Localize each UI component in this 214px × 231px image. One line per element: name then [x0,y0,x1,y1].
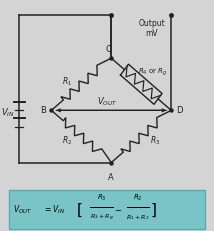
Text: $-$: $-$ [114,203,122,212]
Bar [9,191,205,229]
Text: C: C [105,45,111,54]
Text: A: A [108,172,114,181]
Text: $R_3+R_g$: $R_3+R_g$ [90,212,114,222]
Text: $V_{OUT}$: $V_{OUT}$ [97,95,117,108]
Text: B: B [40,106,46,115]
Text: D: D [177,106,183,115]
Text: Output
mV: Output mV [139,18,165,38]
Text: $V_{OUT}$: $V_{OUT}$ [13,202,32,215]
Text: $R_3$: $R_3$ [97,192,106,202]
Text: $R_1$: $R_1$ [62,75,73,88]
Text: $= V_{IN}$: $= V_{IN}$ [43,202,65,215]
Text: $R_3$: $R_3$ [150,134,160,146]
Text: $R_1+R_2$: $R_1+R_2$ [126,212,150,221]
Text: $V_{IN}$: $V_{IN}$ [1,106,14,118]
Text: $R_2$: $R_2$ [62,134,73,146]
Text: ]: ] [150,202,156,217]
Text: $R_2$: $R_2$ [133,192,143,202]
Text: $R_4$ or $R_g$: $R_4$ or $R_g$ [138,67,168,78]
Text: [: [ [77,202,83,217]
